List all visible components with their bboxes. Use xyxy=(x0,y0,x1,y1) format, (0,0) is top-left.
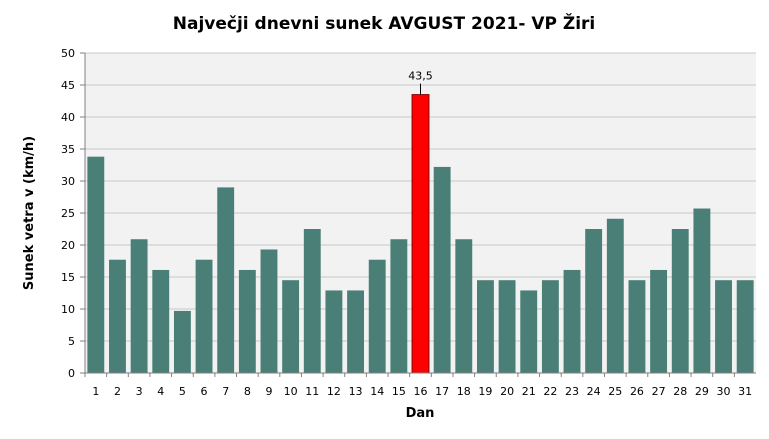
x-tick-label: 3 xyxy=(136,385,143,398)
x-tick-label: 1 xyxy=(92,385,99,398)
x-tick-label: 17 xyxy=(435,385,449,398)
x-tick-label: 11 xyxy=(305,385,319,398)
x-tick-label: 4 xyxy=(157,385,164,398)
bar-day-23 xyxy=(563,269,581,373)
bar-day-7 xyxy=(217,187,235,373)
data-labels: 43,5 xyxy=(408,70,433,95)
x-tick-label: 26 xyxy=(630,385,644,398)
x-tick-label: 10 xyxy=(284,385,298,398)
bar-day-29 xyxy=(693,208,711,373)
bar-day-21 xyxy=(520,290,538,373)
x-tick-label: 14 xyxy=(370,385,384,398)
x-tick-label: 25 xyxy=(608,385,622,398)
bar-day-19 xyxy=(476,280,494,373)
bar-day-11 xyxy=(303,229,321,373)
y-tick-label: 40 xyxy=(61,111,75,124)
bar-day-26 xyxy=(628,280,646,373)
bar-day-3 xyxy=(130,239,148,373)
bar-day-15 xyxy=(390,239,408,373)
x-tick-label: 18 xyxy=(457,385,471,398)
bar-day-16 xyxy=(411,94,430,374)
x-tick-label: 27 xyxy=(652,385,666,398)
bar-day-2 xyxy=(109,259,126,373)
x-tick-label: 29 xyxy=(695,385,709,398)
x-tick-label: 9 xyxy=(265,385,272,398)
bar-day-25 xyxy=(606,218,624,373)
x-tick-label: 7 xyxy=(222,385,229,398)
bar-day-17 xyxy=(433,166,451,373)
y-tick-label: 15 xyxy=(61,271,75,284)
y-tick-label: 5 xyxy=(68,335,75,348)
x-tick-label: 6 xyxy=(201,385,208,398)
x-tick-label: 12 xyxy=(327,385,341,398)
chart-title: Največji dnevni sunek AVGUST 2021- VP Ži… xyxy=(173,12,595,34)
bar-day-31 xyxy=(736,280,754,373)
bar-day-13 xyxy=(347,290,365,373)
x-tick-label: 19 xyxy=(478,385,492,398)
bar-day-1 xyxy=(87,156,105,373)
x-tick-label: 2 xyxy=(114,385,121,398)
bar-day-24 xyxy=(585,229,603,373)
bar-day-6 xyxy=(195,259,213,373)
x-tick-label: 21 xyxy=(522,385,536,398)
bar-day-20 xyxy=(498,280,516,373)
x-axis-label: Dan xyxy=(406,406,435,421)
x-tick-label: 15 xyxy=(392,385,406,398)
x-tick-label: 20 xyxy=(500,385,514,398)
bar-day-9 xyxy=(260,249,278,373)
bar-day-12 xyxy=(325,290,343,373)
y-tick-label: 25 xyxy=(61,207,75,220)
y-tick-label: 35 xyxy=(61,143,75,156)
x-tick-label: 16 xyxy=(414,385,428,398)
data-label: 43,5 xyxy=(408,70,433,83)
x-tick-label: 8 xyxy=(244,385,251,398)
bars xyxy=(87,94,754,374)
y-tick-label: 30 xyxy=(61,175,75,188)
x-tick-label: 28 xyxy=(673,385,687,398)
x-tick-label: 23 xyxy=(565,385,579,398)
bar-day-28 xyxy=(671,229,689,373)
bar-day-22 xyxy=(541,280,559,373)
y-tick-label: 45 xyxy=(61,79,75,92)
bar-day-8 xyxy=(238,269,256,373)
y-tick-label: 10 xyxy=(61,303,75,316)
x-tick-label: 22 xyxy=(543,385,557,398)
y-tick-label: 50 xyxy=(61,47,75,60)
bar-day-14 xyxy=(368,259,386,373)
x-tick-label: 31 xyxy=(738,385,752,398)
x-tick-label: 24 xyxy=(587,385,601,398)
bar-day-10 xyxy=(282,280,300,373)
bar-day-5 xyxy=(173,310,191,373)
x-tick-label: 5 xyxy=(179,385,186,398)
y-tick-label: 0 xyxy=(68,367,75,380)
bar-day-27 xyxy=(650,269,668,373)
bar-day-30 xyxy=(715,280,732,373)
bar-day-18 xyxy=(455,239,473,373)
x-tick-label: 30 xyxy=(717,385,731,398)
x-tick-label: 13 xyxy=(349,385,363,398)
bar-day-4 xyxy=(152,269,170,373)
y-tick-label: 20 xyxy=(61,239,75,252)
y-axis-label: Sunek vetra v (km/h) xyxy=(22,136,37,290)
